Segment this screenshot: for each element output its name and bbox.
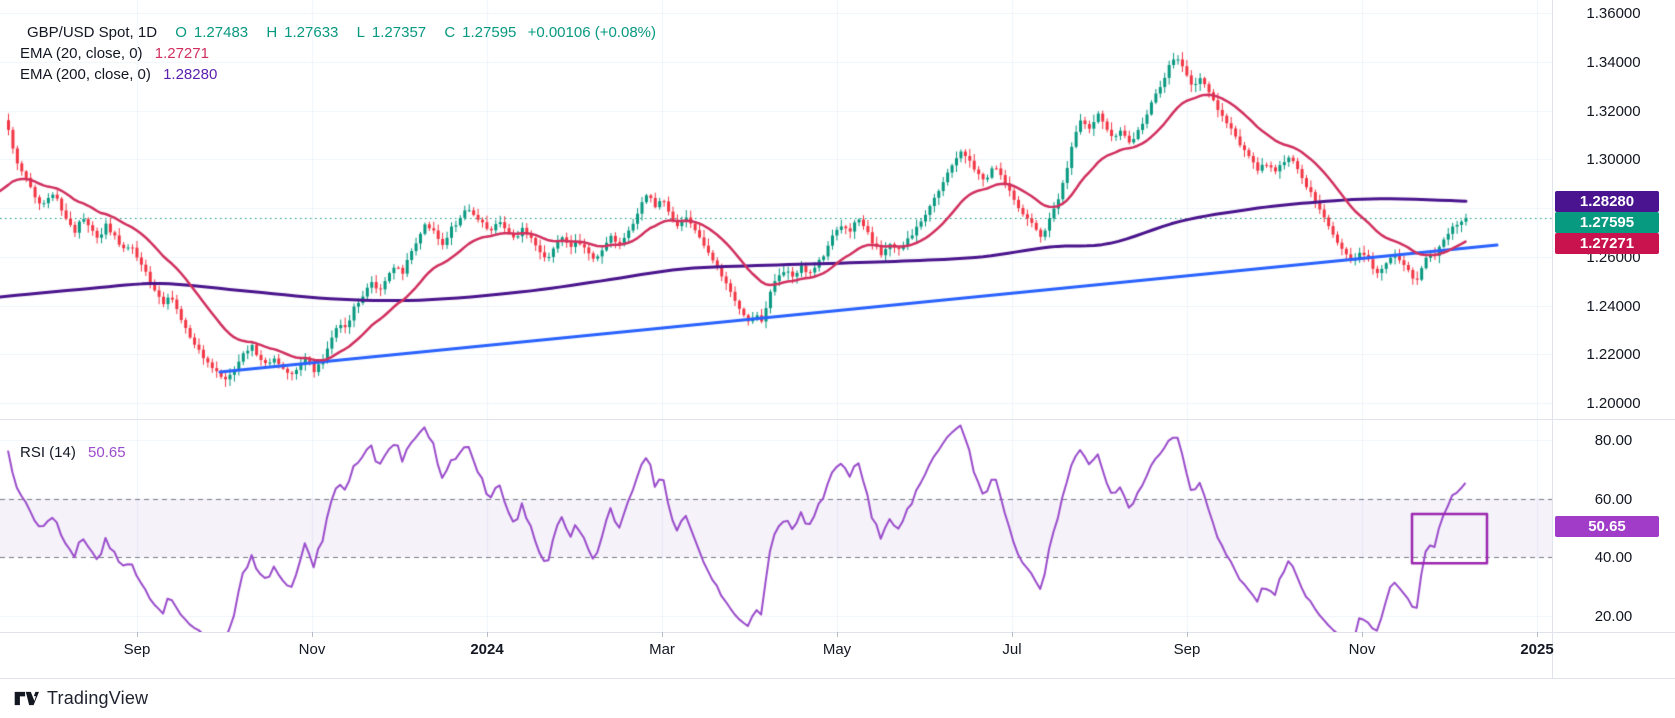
price-axis-label: 1.20000 xyxy=(1586,395,1641,412)
tradingview-brand-link[interactable]: TradingView xyxy=(14,688,148,709)
last-price-badge: 1.27595 xyxy=(1555,211,1659,233)
rsi-axis-label: 40.00 xyxy=(1594,549,1633,567)
rsi-axis-label: 20.00 xyxy=(1594,608,1633,625)
time-axis-month-label: Sep xyxy=(1173,641,1201,658)
time-axis-month-label: Jul xyxy=(1002,641,1022,658)
time-axis-month-label: Nov xyxy=(298,641,326,658)
low-value: 1.27357 xyxy=(371,24,427,41)
time-axis-month-label: Nov xyxy=(1348,641,1376,658)
ema200-value: 1.28280 xyxy=(163,66,218,83)
time-axis-year-label: 2024 xyxy=(470,641,504,658)
rsi-value-badge: 50.65 xyxy=(1555,515,1659,537)
symbol-title[interactable]: GBP/USD Spot, 1D xyxy=(27,24,158,41)
tradingview-brand-text: TradingView xyxy=(47,688,149,708)
open-value: 1.27483 xyxy=(193,24,249,41)
price-axis-label: 1.30000 xyxy=(1586,151,1641,169)
ema200-legend-row[interactable]: EMA (200, close, 0) 1.28280 xyxy=(20,64,656,85)
price-axis-label: 1.24000 xyxy=(1586,297,1641,315)
footer-bar: TradingView xyxy=(0,679,1675,718)
tradingview-logo-icon xyxy=(14,691,39,706)
symbol-row[interactable]: GBP/USD Spot, 1D O 1.27483 H 1.27633 L 1.27… xyxy=(20,22,656,43)
price-chart-canvas[interactable] xyxy=(0,0,1552,420)
time-axis-year-label: 2025 xyxy=(1520,641,1554,658)
pane-divider[interactable] xyxy=(0,419,1675,420)
time-axis-tick xyxy=(1187,632,1188,637)
ema200-price-badge: 1.28280 xyxy=(1555,190,1659,212)
main-legend: GBP/USD Spot, 1D O 1.27483 H 1.27633 L 1.27… xyxy=(20,22,656,85)
price-scale-divider xyxy=(1552,0,1553,678)
time-axis-month-label: May xyxy=(822,641,852,658)
time-axis-tick xyxy=(1362,632,1363,637)
change-value: +0.00106 (+0.08%) xyxy=(527,24,656,41)
ema20-label[interactable]: EMA (20, close, 0) xyxy=(20,45,143,62)
price-axis-label: 1.22000 xyxy=(1586,346,1641,364)
time-axis-tick xyxy=(662,632,663,637)
rsi-axis-label: 80.00 xyxy=(1594,432,1633,449)
footer-divider xyxy=(0,678,1675,679)
time-axis-tick xyxy=(137,632,138,637)
time-axis-tick xyxy=(1012,632,1013,637)
price-axis-label: 1.34000 xyxy=(1586,53,1641,71)
close-label: C xyxy=(444,24,456,41)
time-axis-month-label: Sep xyxy=(123,641,151,658)
ema20-legend-row[interactable]: EMA (20, close, 0) 1.27271 xyxy=(20,43,656,64)
low-label: L xyxy=(356,24,365,41)
high-value: 1.27633 xyxy=(284,24,339,41)
time-axis-tick xyxy=(1537,632,1538,637)
rsi-chart-canvas[interactable] xyxy=(0,420,1552,632)
rsi-legend[interactable]: RSI (14) 50.65 xyxy=(20,442,126,463)
rsi-value: 50.65 xyxy=(88,444,126,461)
high-label: H xyxy=(266,24,278,41)
rsi-label[interactable]: RSI (14) xyxy=(20,444,76,461)
time-axis-month-label: Mar xyxy=(649,641,675,658)
price-axis-label: 1.32000 xyxy=(1586,102,1641,120)
time-axis-tick xyxy=(487,632,488,637)
close-value: 1.27595 xyxy=(462,24,517,41)
ema200-label[interactable]: EMA (200, close, 0) xyxy=(20,66,151,83)
time-axis-tick xyxy=(312,632,313,637)
ema20-price-badge: 1.27271 xyxy=(1555,232,1659,254)
time-axis-tick xyxy=(837,632,838,637)
price-axis-label: 1.36000 xyxy=(1586,5,1641,22)
ema20-value: 1.27271 xyxy=(154,45,209,62)
open-label: O xyxy=(175,24,187,41)
rsi-axis-label: 60.00 xyxy=(1594,490,1633,508)
